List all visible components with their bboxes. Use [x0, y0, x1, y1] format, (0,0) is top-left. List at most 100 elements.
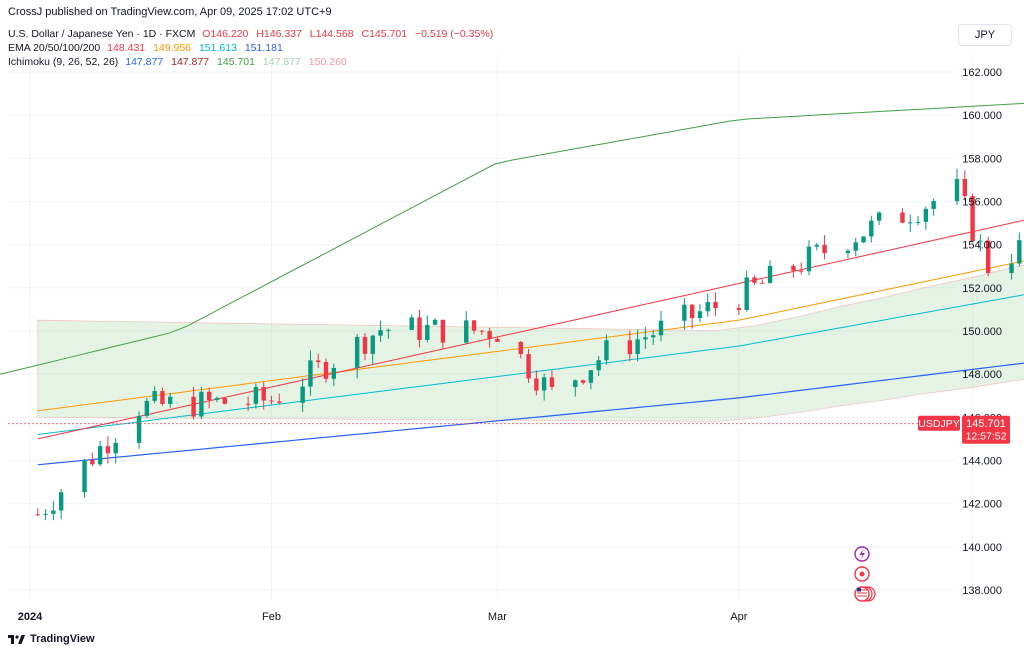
- symbol-label: U.S. Dollar / Japanese Yen · 1D · FXCM: [8, 28, 196, 40]
- price-axis-label: 158.000: [962, 153, 1002, 165]
- candle-body: [440, 319, 446, 343]
- candle-body: [767, 265, 773, 284]
- ohlc-low: L144.568: [309, 28, 354, 40]
- candle-body: [206, 391, 212, 400]
- candle-body: [105, 446, 111, 454]
- candle-body: [931, 201, 936, 209]
- candle-body: [736, 308, 742, 310]
- ichimoku-label: Ichimoku (9, 26, 52, 26): [8, 56, 119, 68]
- price-axis[interactable]: 162.000 160.000 158.000 156.000 154.000 152.0…: [962, 67, 1002, 597]
- ema-label: EMA 20/50/100/200: [8, 42, 101, 54]
- candle-body: [409, 317, 414, 330]
- price-axis-label: 152.000: [962, 283, 1002, 295]
- legend-symbol-row: U.S. Dollar / Japanese Yen · 1D · FXCM O…: [8, 27, 498, 41]
- price-axis-label: 142.000: [962, 499, 1002, 511]
- time-axis-label: Mar: [488, 611, 507, 623]
- candle-body: [35, 514, 40, 516]
- ohlc-high: H146.337: [256, 28, 302, 40]
- candle-body: [152, 391, 157, 401]
- candle-body: [876, 212, 882, 221]
- candle-body: [90, 459, 95, 465]
- ohlc-open: O146.220: [202, 28, 249, 40]
- legend-ema-row: EMA 20/50/100/200 148.431 149.956 151.61…: [8, 41, 498, 55]
- candle-body: [705, 302, 710, 312]
- price-axis-label: 160.000: [962, 110, 1002, 122]
- candle-body: [113, 442, 118, 454]
- candlesticks: [35, 168, 1022, 521]
- candle-body: [643, 337, 648, 340]
- candle-body: [58, 492, 64, 511]
- candle-body: [588, 370, 594, 383]
- lightning-glyph-icon: [859, 549, 865, 559]
- price-tag-bg: [962, 415, 1010, 444]
- span-a-value: 147.877: [262, 56, 301, 68]
- time-axis-label: Feb: [262, 611, 281, 623]
- record-dot-icon: [859, 571, 865, 577]
- candle-body: [635, 339, 640, 355]
- candle-body: [970, 196, 975, 241]
- candle-body: [627, 340, 633, 355]
- candle-body: [253, 387, 259, 404]
- candle-body: [323, 362, 329, 379]
- candle-body: [799, 270, 804, 272]
- candle-body: [417, 317, 422, 340]
- candle-body: [596, 360, 601, 371]
- candle-body: [985, 240, 991, 273]
- currency-unit-button[interactable]: JPY: [958, 24, 1012, 46]
- candle-body: [222, 398, 227, 404]
- candle-body: [962, 179, 967, 197]
- candle-body: [308, 360, 313, 387]
- time-axis[interactable]: 2024 Feb Mar Apr: [18, 611, 748, 623]
- price-axis-label: 154.000: [962, 240, 1002, 252]
- candle-body: [495, 338, 500, 342]
- candle-body: [573, 380, 578, 387]
- candle-body: [853, 242, 858, 251]
- kijun-value: 147.877: [171, 56, 210, 68]
- ema100-value: 151.613: [198, 42, 237, 54]
- ema50-line: [37, 260, 1024, 412]
- price-axis-label: 156.000: [962, 196, 1002, 208]
- candle-body: [760, 282, 765, 284]
- candle-body: [580, 380, 586, 383]
- candle-body: [378, 330, 383, 336]
- candle-body: [923, 208, 929, 222]
- candle-body: [214, 398, 220, 400]
- tradingview-logo[interactable]: TradingView: [8, 633, 95, 645]
- candle-body: [861, 236, 866, 243]
- candle-body: [900, 212, 905, 223]
- candle-body: [1017, 240, 1022, 264]
- candle-body: [82, 459, 87, 493]
- candle-body: [269, 400, 274, 402]
- event-markers[interactable]: [854, 546, 876, 602]
- candle-body: [370, 335, 375, 354]
- candle-body: [168, 396, 173, 404]
- candle-body: [604, 340, 609, 361]
- ema20-value: 148.431: [107, 42, 146, 54]
- candle-body: [526, 354, 531, 379]
- price-tag-value: 145.701: [966, 418, 1006, 430]
- price-axis-label: 150.000: [962, 326, 1002, 338]
- symbol-tag-bg: [918, 415, 960, 431]
- candle-body: [845, 250, 851, 254]
- candle-body: [261, 387, 266, 401]
- candle-body: [471, 320, 477, 331]
- flag-canton-icon: [857, 588, 861, 592]
- candle-body: [822, 244, 827, 254]
- ichimoku-cloud-area: [37, 264, 1024, 422]
- legend-ichimoku-row: Ichimoku (9, 26, 52, 26) 147.877 147.877…: [8, 55, 498, 69]
- price-axis-label: 140.000: [962, 542, 1002, 554]
- chart-legend: U.S. Dollar / Japanese Yen · 1D · FXCM O…: [8, 27, 498, 69]
- candle-body: [354, 336, 360, 368]
- candle-body: [43, 513, 48, 515]
- candle-body: [791, 265, 796, 271]
- tradingview-logo-icon: [8, 635, 25, 644]
- candle-body: [651, 335, 656, 338]
- ema200-line: [37, 362, 1024, 466]
- candle-body: [479, 330, 485, 332]
- candle-body: [744, 277, 749, 310]
- ema50-value: 149.956: [153, 42, 192, 54]
- span-b-value: 150.260: [308, 56, 347, 68]
- price-axis-label: 138.000: [962, 585, 1002, 597]
- price-axis-label: 162.000: [962, 67, 1002, 79]
